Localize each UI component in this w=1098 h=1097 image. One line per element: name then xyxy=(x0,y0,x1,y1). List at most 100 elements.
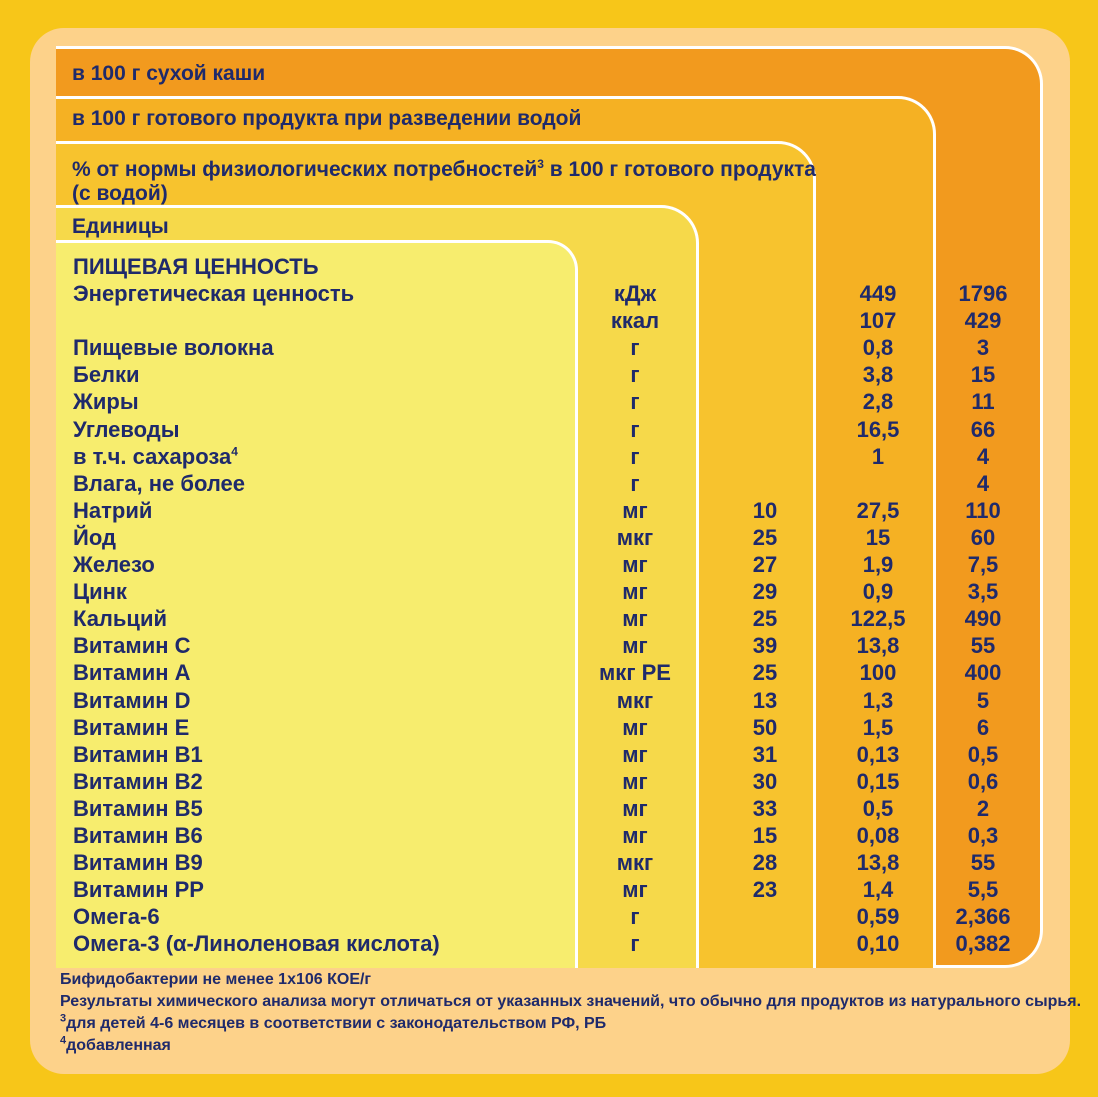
nutrient-name: Железо xyxy=(73,552,155,577)
table-row: в т.ч. сахароза4 г 1 4 xyxy=(0,443,1098,470)
dry-value: 15 xyxy=(970,362,996,388)
footnote-bifido: Бифидобактерии не менее 1х106 КОЕ/г xyxy=(60,971,372,988)
percent-cell: 29 xyxy=(752,579,778,605)
nutrient-name: Йод xyxy=(73,524,116,550)
dry-value: 4 xyxy=(976,443,990,469)
unit-cell: мг xyxy=(622,795,648,821)
header-prepared: в 100 г готового продукта при разведении… xyxy=(72,107,582,130)
prepared-value: 107 xyxy=(859,308,897,334)
dry-value: 0,3 xyxy=(967,823,999,848)
dry-value: 5,5 xyxy=(967,877,999,903)
dry-value: 110 xyxy=(965,497,1001,523)
unit-cell: г xyxy=(630,389,640,415)
table-row: Витамин А мкг РЕ 25 100 400 xyxy=(0,659,1098,686)
table-row: Витамин В9 мкг 28 13,8 55 xyxy=(0,849,1098,876)
nutrient-name: Энергетическая ценность xyxy=(73,281,355,306)
table-row: Омега-3 (α-Линоленовая кислота) г 0,10 0,38… xyxy=(0,930,1098,957)
table-row: Энергетическая ценность кДж 449 1796 xyxy=(0,280,1098,307)
dry-value: 0,5 xyxy=(967,741,999,767)
nutrient-name: Витамин РР xyxy=(73,877,204,903)
percent-cell: 31 xyxy=(752,741,778,767)
unit-cell: мг xyxy=(622,714,648,740)
nutrient-name: Витамин В9 xyxy=(73,850,203,876)
unit-cell: мг xyxy=(622,606,648,632)
table-row: Углеводы г 16,5 66 xyxy=(0,416,1098,443)
unit-cell: мг xyxy=(622,877,648,903)
prepared-value: 0,5 xyxy=(862,795,894,821)
dry-value: 400 xyxy=(964,660,1002,686)
unit-cell: мг xyxy=(622,823,648,848)
dry-value: 4 xyxy=(976,470,990,496)
dry-value: 60 xyxy=(970,524,996,550)
nutrient-name: Витамин В2 xyxy=(73,768,203,794)
dry-value: 0,6 xyxy=(967,768,999,794)
prepared-value: 1,3 xyxy=(862,687,894,713)
nutrient-name: Натрий xyxy=(73,497,153,523)
dry-value: 429 xyxy=(964,308,1002,334)
prepared-value: 0,59 xyxy=(856,904,900,930)
prepared-value: 13,8 xyxy=(856,850,900,876)
table-row: Витамин С мг 39 13,8 55 xyxy=(0,632,1098,659)
unit-cell: г xyxy=(630,362,640,388)
nutrient-name: Витамин В6 xyxy=(73,823,203,848)
unit-cell: мг xyxy=(622,579,648,605)
prepared-value: 0,13 xyxy=(856,741,900,767)
prepared-value: 3,8 xyxy=(862,362,894,388)
percent-cell: 50 xyxy=(752,714,778,740)
prepared-value: 2,8 xyxy=(862,389,894,415)
table-row: Витамин Е мг 50 1,5 6 xyxy=(0,714,1098,741)
unit-cell: мкг xyxy=(616,687,654,713)
nutrient-name: Омега-6 xyxy=(73,904,160,930)
nutrient-name: Витамин В5 xyxy=(73,795,203,821)
table-row: Витамин В5 мг 33 0,5 2 xyxy=(0,795,1098,822)
unit-cell: мкг xyxy=(616,524,654,550)
nutrient-name: Углеводы xyxy=(73,416,180,442)
table-row: Цинк мг 29 0,9 3,5 xyxy=(0,578,1098,605)
header-percent: % от нормы физиологических потребностей3… xyxy=(72,157,816,205)
header-units: Единицы xyxy=(72,215,169,238)
prepared-value: 0,10 xyxy=(856,931,900,957)
dry-value: 1796 xyxy=(958,281,1008,306)
percent-cell: 39 xyxy=(752,633,778,659)
dry-value: 11 xyxy=(971,389,995,415)
unit-cell: г xyxy=(630,470,640,496)
dry-value: 55 xyxy=(970,633,996,659)
unit-cell: г xyxy=(630,931,640,957)
nutrient-name: Витамин D xyxy=(73,687,191,713)
prepared-value: 449 xyxy=(859,281,897,306)
table-row: Омега-6 г 0,59 2,366 xyxy=(0,903,1098,930)
dry-value: 2,366 xyxy=(955,904,1011,930)
table-row: Витамин D мкг 13 1,3 5 xyxy=(0,687,1098,714)
nutrient-name: Витамин Е xyxy=(73,714,190,740)
prepared-value: 0,9 xyxy=(862,579,894,605)
table-row: Белки г 3,8 15 xyxy=(0,361,1098,388)
nutrient-name: Витамин В1 xyxy=(73,741,203,767)
unit-cell: г xyxy=(630,443,640,469)
unit-cell: мг xyxy=(622,633,648,659)
dry-value: 55 xyxy=(970,850,996,876)
prepared-value: 27,5 xyxy=(856,497,900,523)
unit-cell: г xyxy=(630,335,640,361)
unit-cell: мг xyxy=(622,768,648,794)
table-row: Жиры г 2,8 11 xyxy=(0,388,1098,415)
dry-value: 3 xyxy=(976,335,990,361)
unit-cell: г xyxy=(630,904,640,930)
nutrient-name: Пищевые волокна xyxy=(73,335,274,361)
dry-value: 3,5 xyxy=(967,579,999,605)
table-row: Пищевые волокна г 0,8 3 xyxy=(0,334,1098,361)
table-row: Витамин В1 мг 31 0,13 0,5 xyxy=(0,741,1098,768)
table-row: Витамин РР мг 23 1,4 5,5 xyxy=(0,876,1098,903)
table-row: Железо мг 27 1,9 7,5 xyxy=(0,551,1098,578)
percent-cell: 30 xyxy=(752,768,778,794)
table-row: Влага, не более г 4 xyxy=(0,470,1098,497)
footnote-mark: 4 xyxy=(231,444,238,459)
table-row: ккал 107 429 xyxy=(0,307,1098,334)
percent-cell: 10 xyxy=(752,497,778,523)
percent-cell: 28 xyxy=(752,850,778,876)
dry-value: 7,5 xyxy=(967,552,999,577)
dry-value: 0,382 xyxy=(955,931,1011,957)
unit-cell: мг xyxy=(622,552,648,577)
percent-cell: 15 xyxy=(752,823,778,848)
unit-cell: мкг xyxy=(616,850,654,876)
unit-cell: мг xyxy=(622,497,648,523)
